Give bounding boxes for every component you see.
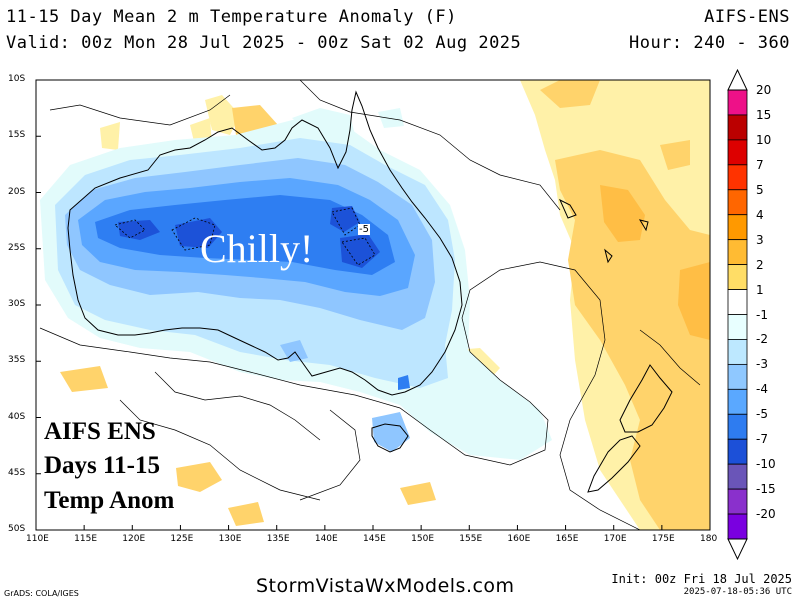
colorbar-level: 5	[756, 183, 764, 197]
latitude-label: 10S	[8, 74, 25, 84]
colorbar-swatch	[728, 215, 747, 240]
colorbar-swatch	[728, 90, 747, 115]
longitude-label: 170E	[604, 534, 627, 544]
colorbar-level: 4	[756, 208, 764, 222]
colorbar-swatch	[728, 439, 747, 464]
contour-label: -5	[358, 224, 370, 235]
colorbar-level: -5	[756, 407, 768, 421]
longitude-label: 110E	[26, 534, 49, 544]
generation-timestamp: 2025-07-18-05:36 UTC	[684, 587, 792, 597]
longitude-label: 135E	[267, 534, 290, 544]
latitude-label: 30S	[8, 299, 25, 309]
colorbar-level: -3	[756, 357, 768, 371]
longitude-label: 140E	[315, 534, 338, 544]
colorbar-level: -20	[756, 507, 776, 521]
longitude-label: 145E	[363, 534, 386, 544]
colorbar-bottom-cap	[728, 539, 747, 559]
colorbar-swatch	[728, 489, 747, 514]
longitude-label: 120E	[122, 534, 145, 544]
grads-credit: GrADS: COLA/IGES	[4, 589, 79, 598]
colorbar-swatch	[728, 514, 747, 539]
colorbar-level: 1	[756, 283, 764, 297]
colorbar-level: 7	[756, 158, 764, 172]
overlay-line-days: Days 11-15	[44, 452, 160, 480]
colorbar-swatch	[728, 290, 747, 315]
colorbar-swatch	[728, 364, 747, 389]
colorbar-swatch	[728, 414, 747, 439]
colorbar-level: -15	[756, 482, 776, 496]
colorbar-level: -7	[756, 432, 768, 446]
colorbar-swatch	[728, 265, 747, 290]
longitude-label: 180	[700, 534, 717, 544]
colorbar-level: 20	[756, 83, 771, 97]
latitude-label: 45S	[8, 468, 25, 478]
longitude-label: 175E	[652, 534, 675, 544]
colorbar-swatch	[728, 315, 747, 340]
longitude-label: 130E	[219, 534, 242, 544]
colorbar	[728, 70, 747, 559]
site-watermark: StormVistaWxModels.com	[256, 575, 515, 597]
colorbar-swatch	[728, 190, 747, 215]
colorbar-swatch	[728, 389, 747, 414]
latitude-label: 25S	[8, 243, 25, 253]
longitude-label: 160E	[507, 534, 530, 544]
overlay-line-model: AIFS ENS	[44, 418, 156, 446]
colorbar-swatch	[728, 464, 747, 489]
colorbar-swatch	[728, 240, 747, 265]
longitude-label: 125E	[170, 534, 193, 544]
latitude-label: 40S	[8, 412, 25, 422]
colorbar-level: 10	[756, 133, 771, 147]
longitude-label: 115E	[74, 534, 97, 544]
latitude-label: 15S	[8, 130, 25, 140]
longitude-label: 155E	[459, 534, 482, 544]
colorbar-level: -1	[756, 308, 768, 322]
colorbar-swatch	[728, 115, 747, 140]
colorbar-level: 3	[756, 233, 764, 247]
latitude-label: 35S	[8, 355, 25, 365]
latitude-label: 20S	[8, 187, 25, 197]
latitude-label: 50S	[8, 524, 25, 534]
colorbar-swatch	[728, 140, 747, 165]
colorbar-level: 15	[756, 108, 771, 122]
colorbar-swatch	[728, 165, 747, 190]
colorbar-level: -4	[756, 382, 768, 396]
callout-text: Chilly!	[200, 225, 313, 272]
colorbar-level: -10	[756, 457, 776, 471]
init-time: Init: 00z Fri 18 Jul 2025	[611, 572, 792, 586]
colorbar-top-cap	[728, 70, 747, 90]
colorbar-level: -2	[756, 332, 768, 346]
longitude-label: 165E	[556, 534, 579, 544]
colorbar-swatch	[728, 339, 747, 364]
colorbar-level: 2	[756, 258, 764, 272]
overlay-line-variable: Temp Anom	[44, 487, 174, 515]
longitude-label: 150E	[411, 534, 434, 544]
